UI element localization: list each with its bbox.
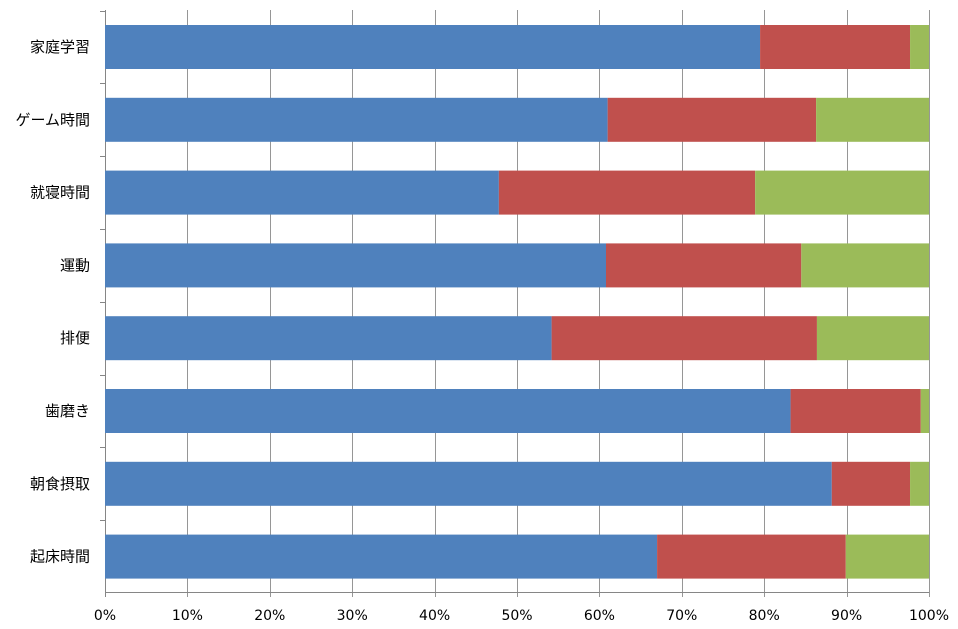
bar-segment — [551, 316, 817, 361]
x-tick-label: 80% — [749, 608, 780, 624]
x-tick-label: 20% — [254, 608, 285, 624]
x-tick-label: 90% — [831, 608, 862, 624]
bar-segment — [790, 389, 921, 433]
category-label: ゲーム時間 — [15, 111, 90, 129]
x-tick-label: 100% — [909, 608, 949, 624]
bars — [105, 25, 929, 579]
bar-segment — [831, 461, 911, 506]
bar-segment — [105, 97, 608, 142]
bar-segment — [105, 316, 552, 361]
category-label: 就寝時間 — [30, 184, 90, 202]
bar-segment — [760, 25, 911, 69]
bar-segment — [920, 389, 929, 433]
bar-segment — [105, 170, 499, 215]
bar-segment — [845, 534, 929, 579]
x-tick-label: 30% — [337, 608, 368, 624]
bar-segment — [105, 461, 832, 506]
bar-segment — [910, 461, 929, 506]
category-label: 起床時間 — [30, 548, 90, 566]
x-tick-label: 60% — [584, 608, 615, 624]
bar-segment — [755, 170, 929, 215]
category-label: 排便 — [60, 329, 90, 347]
bar-segment — [605, 243, 802, 288]
x-tick-label: 70% — [666, 608, 697, 624]
bar-segment — [816, 316, 929, 361]
bar-segment — [105, 534, 658, 579]
x-tick-labels: 0% 10% 20% 30% 40% 50% 60% 70% 80% 90% 100% — [94, 608, 949, 624]
bar-segment — [498, 170, 756, 215]
category-label: 朝食摂取 — [30, 475, 90, 493]
x-axis — [100, 11, 929, 593]
x-tick-label: 10% — [172, 608, 203, 624]
x-tick-label: 40% — [419, 608, 450, 624]
bar-segment — [105, 389, 791, 433]
bar-segment — [607, 97, 817, 142]
bar-segment — [105, 25, 761, 69]
bar-segment — [910, 25, 929, 69]
bar-segment — [801, 243, 929, 288]
x-tick-label: 0% — [94, 608, 116, 624]
x-tick-label: 50% — [501, 608, 532, 624]
category-label: 運動 — [60, 256, 90, 274]
category-label: 歯磨き — [45, 402, 90, 420]
bar-segment — [816, 97, 929, 142]
bar-segment — [105, 243, 606, 288]
bar-segment — [657, 534, 846, 579]
category-label: 家庭学習 — [30, 38, 90, 56]
